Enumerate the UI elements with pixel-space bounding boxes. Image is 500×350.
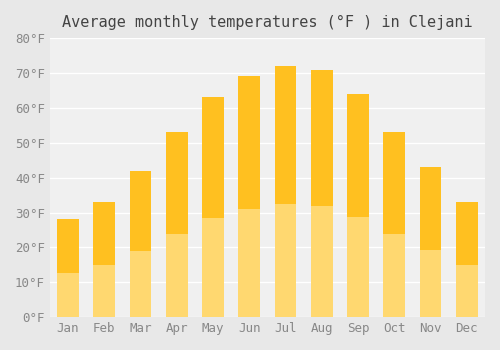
Bar — [384, 132, 405, 317]
Bar — [238, 209, 260, 317]
Bar — [202, 218, 224, 317]
Bar — [238, 77, 260, 317]
Bar — [57, 219, 79, 317]
Bar — [384, 234, 405, 317]
Bar — [311, 70, 332, 317]
Bar — [420, 250, 442, 317]
Title: Average monthly temperatures (°F ) in Clejani: Average monthly temperatures (°F ) in Cl… — [62, 15, 472, 30]
Bar — [274, 66, 296, 317]
Bar — [420, 167, 442, 317]
Bar — [456, 202, 477, 317]
Bar — [130, 171, 152, 317]
Bar — [202, 97, 224, 317]
Bar — [94, 202, 115, 317]
Bar — [456, 265, 477, 317]
Bar — [57, 273, 79, 317]
Bar — [94, 265, 115, 317]
Bar — [166, 132, 188, 317]
Bar — [130, 251, 152, 317]
Bar — [347, 217, 369, 317]
Bar — [311, 206, 332, 317]
Bar — [347, 94, 369, 317]
Bar — [274, 204, 296, 317]
Bar — [166, 234, 188, 317]
